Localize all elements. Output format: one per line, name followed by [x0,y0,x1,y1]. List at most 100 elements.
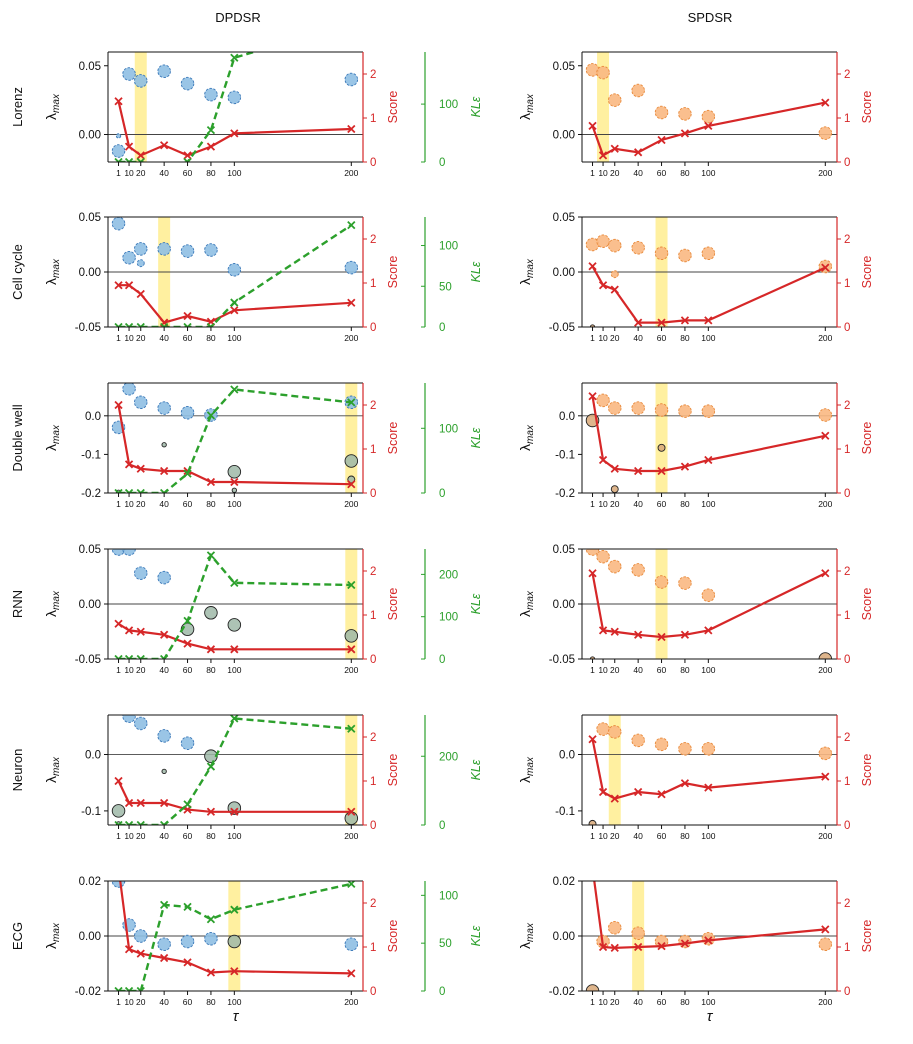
lambda-point [657,443,666,452]
score-line [117,101,352,157]
score-tick-label: 1 [844,776,850,788]
lambda-point [344,937,359,952]
y-tick-label: 0.0 [559,749,575,761]
x-tick-label: 10 [124,168,134,178]
score-marker [634,942,643,952]
score-tick-label: 0 [370,488,376,500]
lambda-axis-label: λmax [43,590,62,617]
x-tick-label: 60 [183,499,193,509]
y-tick-label: 0.00 [79,599,101,611]
score-tick-label: 0 [370,322,376,334]
score-marker [610,794,619,803]
y-tick-label: 0.05 [79,212,101,224]
kl-marker [206,762,216,771]
x-tick-label: 10 [124,831,134,841]
x-tick-label: 60 [657,499,667,509]
x-tick-label: 40 [633,333,643,343]
score-marker [124,626,134,635]
score-marker [114,97,123,106]
lambda-point [678,576,692,590]
x-tick-label: 10 [598,333,608,343]
x-tick-label: 10 [598,665,608,675]
score-line [593,881,826,949]
lambda-point [678,404,692,418]
x-tick-label: 200 [344,665,358,675]
lambda-point [608,238,622,253]
lambda-point [344,629,359,643]
score-tick-label: 0 [844,157,850,169]
score-marker [347,298,356,307]
lambda-axis-label: λmax [43,93,62,120]
score-marker [657,318,666,327]
score-axis-label: Score [386,256,400,289]
kl-marker [206,915,216,924]
lambda-point [701,932,716,946]
score-tick-label: 2 [370,234,376,246]
score-marker [610,943,619,953]
score-axis-label: Score [860,256,874,289]
x-tick-label: 200 [818,499,832,509]
x-tick-label: 80 [680,665,690,675]
kl-tick-label: 100 [439,99,458,111]
score-marker [160,798,169,808]
lambda-point [818,652,833,659]
x-tick-label: 200 [344,499,358,509]
score-marker [124,281,134,290]
score-tick-label: 1 [370,942,376,954]
x-tick-label: 10 [598,499,608,509]
lambda-point [654,575,669,589]
score-marker [183,311,192,321]
optimal-tau-highlight [345,715,358,825]
y-tick-label: 0.0 [85,749,101,761]
kl-line [118,552,352,659]
kl-marker [124,986,134,991]
y-tick-label: 0.0 [559,411,575,423]
lambda-point [654,934,669,949]
x-tick-label: 60 [183,168,193,178]
score-marker [680,779,690,788]
kl-marker [124,322,134,327]
kl-line [118,388,352,493]
kl-tick-label: 0 [439,157,445,169]
lambda-point [678,107,692,121]
row-label-double-well: Double well [10,404,25,471]
score-tick-label: 1 [844,278,850,290]
y-tick-label: -0.05 [549,322,575,334]
x-tick-label: 40 [633,665,643,675]
x-tick-label: 10 [598,831,608,841]
y-tick-label: 0.00 [79,130,101,142]
score-marker [160,630,169,639]
x-tick-label: 80 [680,333,690,343]
lambda-point [204,87,218,102]
score-marker [680,630,690,639]
score-marker [598,281,608,290]
score-marker [821,263,830,272]
lambda-point [610,485,619,493]
x-tick-label: 10 [598,997,608,1007]
lambda-point [608,921,622,935]
x-tick-label: 60 [183,333,193,343]
x-tick-label: 60 [657,665,667,675]
x-tick-label: 40 [633,831,643,841]
lambda-point [608,93,622,107]
kl-marker [230,385,239,394]
score-marker [704,455,713,465]
score-marker [160,466,169,476]
x-tick-label: 80 [206,333,216,343]
lambda-axis-label: λmax [517,590,536,617]
x-tick-label: 1 [590,665,595,675]
score-tick-label: 2 [844,566,850,578]
kl-marker [160,820,169,825]
x-tick-label: 200 [818,168,832,178]
x-tick-label: 40 [159,997,169,1007]
score-tick-label: 1 [370,278,376,290]
score-marker [124,798,134,808]
lambda-point [596,234,610,248]
score-marker [634,787,643,797]
plot-area [108,881,363,991]
x-tick-label: 20 [136,499,146,509]
score-marker [136,464,145,473]
plot-area [582,217,837,327]
score-tick-label: 0 [370,986,376,998]
